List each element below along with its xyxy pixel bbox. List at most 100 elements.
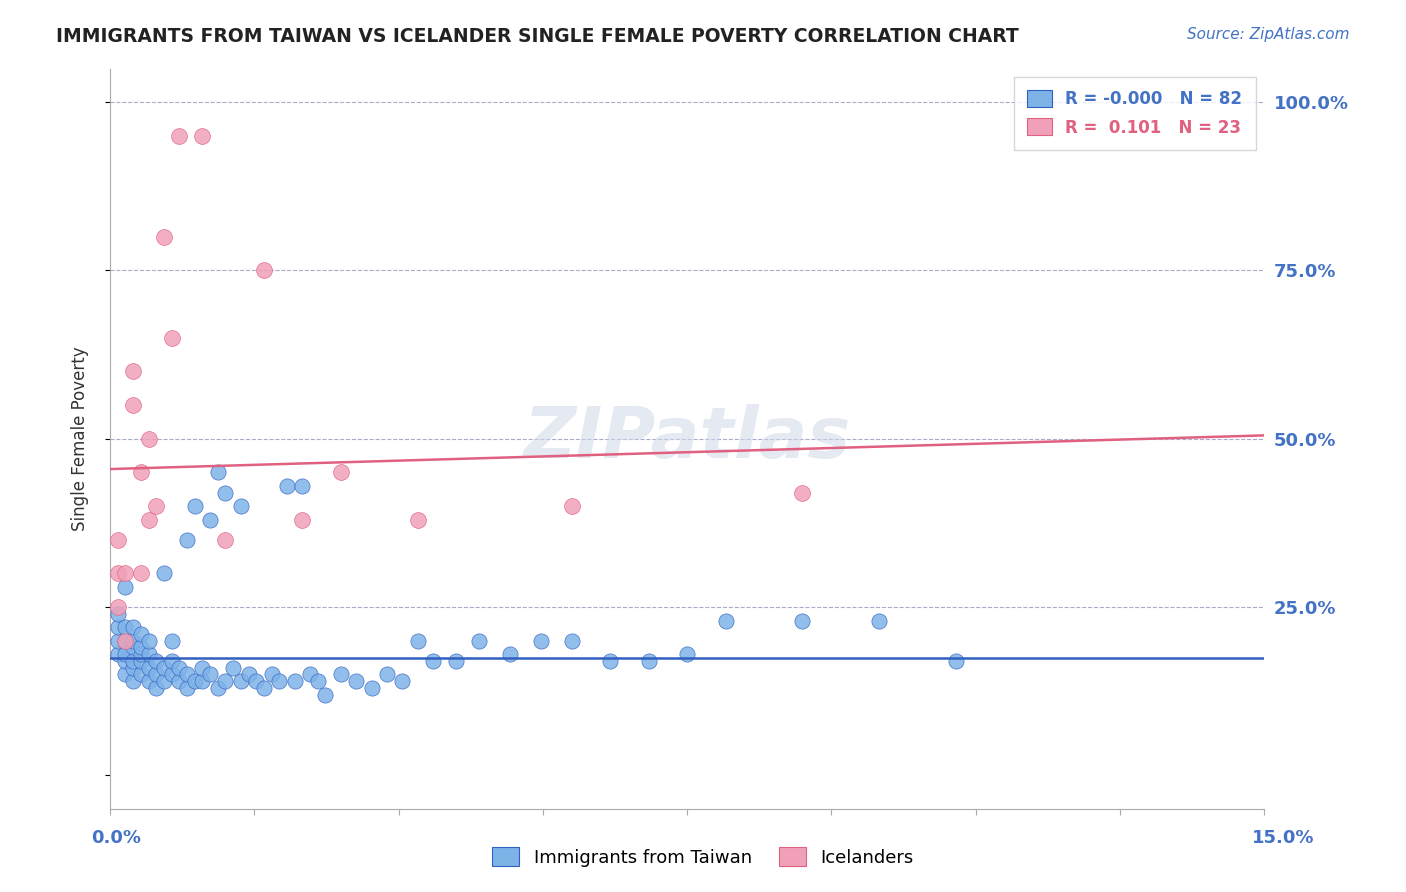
Point [107, 633, 129, 648]
Point [114, 633, 136, 648]
Point [792, 485, 814, 500]
Point [176, 681, 198, 695]
Point [160, 633, 183, 648]
Point [138, 633, 160, 648]
Point [160, 331, 183, 345]
Point [114, 654, 136, 668]
Point [107, 566, 129, 581]
Point [375, 667, 398, 681]
Point [145, 681, 167, 695]
Point [145, 667, 167, 681]
Point [160, 667, 183, 681]
Point [107, 620, 129, 634]
Point [114, 647, 136, 661]
Point [191, 128, 214, 143]
Point [122, 674, 145, 689]
Point [637, 654, 659, 668]
Point [191, 660, 214, 674]
Point [214, 485, 236, 500]
Point [176, 533, 198, 547]
Point [129, 667, 152, 681]
Point [107, 647, 129, 661]
Point [422, 654, 444, 668]
Point [229, 499, 252, 513]
Point [344, 674, 367, 689]
Point [183, 674, 205, 689]
Point [207, 466, 229, 480]
Point [169, 128, 191, 143]
Point [868, 614, 890, 628]
Point [122, 654, 145, 668]
Point [214, 533, 236, 547]
Point [391, 674, 413, 689]
Point [145, 499, 167, 513]
Point [245, 674, 267, 689]
Point [176, 667, 198, 681]
Point [360, 681, 382, 695]
Text: 15.0%: 15.0% [1253, 829, 1315, 847]
Point [122, 398, 145, 412]
Text: ZIPatlas: ZIPatlas [523, 404, 851, 474]
Point [329, 667, 352, 681]
Point [114, 633, 136, 648]
Point [406, 633, 429, 648]
Point [138, 432, 160, 446]
Point [714, 614, 737, 628]
Point [253, 681, 276, 695]
Point [114, 620, 136, 634]
Y-axis label: Single Female Poverty: Single Female Poverty [72, 346, 89, 531]
Point [329, 466, 352, 480]
Point [138, 674, 160, 689]
Point [198, 512, 221, 526]
Point [107, 533, 129, 547]
Point [222, 660, 245, 674]
Point [107, 607, 129, 621]
Point [138, 512, 160, 526]
Legend: Immigrants from Taiwan, Icelanders: Immigrants from Taiwan, Icelanders [485, 840, 921, 874]
Point [284, 674, 307, 689]
Point [945, 654, 967, 668]
Point [153, 674, 176, 689]
Point [169, 674, 191, 689]
Point [145, 654, 167, 668]
Point [792, 614, 814, 628]
Point [122, 364, 145, 378]
Point [114, 667, 136, 681]
Point [114, 566, 136, 581]
Point [530, 633, 553, 648]
Point [561, 633, 583, 648]
Point [291, 512, 314, 526]
Point [214, 674, 236, 689]
Point [307, 674, 329, 689]
Point [446, 654, 468, 668]
Point [107, 600, 129, 615]
Point [153, 229, 176, 244]
Point [160, 654, 183, 668]
Point [198, 667, 221, 681]
Point [129, 466, 152, 480]
Point [191, 674, 214, 689]
Point [169, 660, 191, 674]
Point [468, 633, 491, 648]
Point [599, 654, 621, 668]
Point [406, 512, 429, 526]
Point [138, 660, 160, 674]
Point [129, 640, 152, 655]
Text: Source: ZipAtlas.com: Source: ZipAtlas.com [1187, 27, 1350, 42]
Point [676, 647, 699, 661]
Point [276, 479, 298, 493]
Point [153, 566, 176, 581]
Point [238, 667, 260, 681]
Point [122, 660, 145, 674]
Point [183, 499, 205, 513]
Point [260, 667, 283, 681]
Legend: R = -0.000   N = 82, R =  0.101   N = 23: R = -0.000 N = 82, R = 0.101 N = 23 [1014, 77, 1256, 150]
Point [122, 620, 145, 634]
Point [315, 688, 337, 702]
Point [138, 647, 160, 661]
Point [299, 667, 322, 681]
Point [122, 640, 145, 655]
Point [229, 674, 252, 689]
Point [291, 479, 314, 493]
Text: IMMIGRANTS FROM TAIWAN VS ICELANDER SINGLE FEMALE POVERTY CORRELATION CHART: IMMIGRANTS FROM TAIWAN VS ICELANDER SING… [56, 27, 1019, 45]
